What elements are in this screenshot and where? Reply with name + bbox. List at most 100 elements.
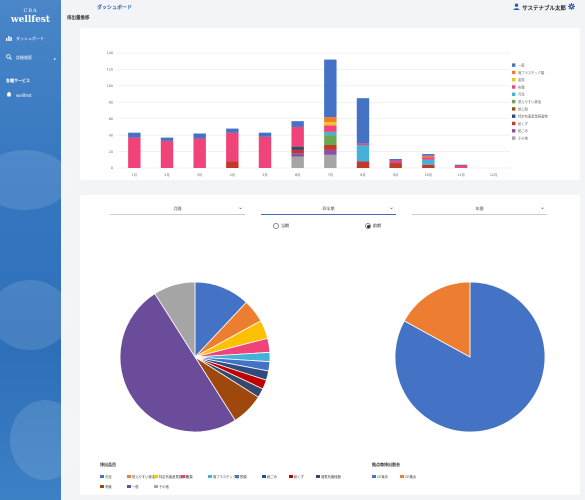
bar-segment[interactable] (160, 140, 174, 168)
radio-circle[interactable] (365, 223, 371, 229)
legend-label: 廃プラスチック類 (518, 70, 545, 75)
bar-segment[interactable] (128, 137, 141, 168)
bar-segment[interactable] (226, 128, 239, 133)
sidebar-item-wellfest[interactable]: wellfest (0, 88, 61, 102)
bar-segment[interactable] (160, 137, 174, 141)
tab-label: 年間 (475, 206, 484, 211)
pie-slice[interactable] (119, 293, 236, 433)
legend-item[interactable]: その他 (154, 484, 169, 489)
legend-item[interactable]: 廃電気機械器 (316, 474, 341, 479)
legend-label: 布類 (518, 84, 525, 89)
legend-swatch (208, 474, 212, 479)
legend-item[interactable]: CE東京 (372, 474, 388, 479)
legend-item[interactable]: 紙ごみ (262, 474, 277, 479)
bar-segment[interactable] (291, 126, 304, 147)
bar-segment[interactable] (324, 135, 337, 145)
pie-slice[interactable] (154, 281, 196, 359)
tab-quarterly[interactable]: 四半期 ⌄ (261, 202, 396, 215)
bar-segment[interactable] (324, 125, 337, 132)
legend-label: 鉄類 (240, 475, 247, 479)
y-tick-label: 100 (107, 84, 113, 88)
bar-segment[interactable] (258, 132, 272, 137)
legend-item[interactable]: 汚泥 (100, 474, 112, 479)
bar-segment[interactable] (422, 159, 435, 165)
bar-segment[interactable] (324, 59, 337, 118)
sidebar-item-search[interactable]: 詳細検索 ▸ (0, 51, 61, 65)
bar-segment[interactable] (324, 149, 337, 155)
bar-segment[interactable] (324, 117, 337, 122)
bar-segment[interactable] (356, 161, 370, 168)
bar-segment[interactable] (324, 154, 337, 168)
x-tick-label: 4月 (230, 173, 235, 177)
y-tick-label: 0 (111, 166, 113, 170)
bar-segment[interactable] (389, 160, 402, 164)
radio-previous-period[interactable]: 前期 (365, 223, 381, 229)
tab-underline (412, 214, 547, 215)
bar-segment[interactable] (324, 122, 337, 126)
brand-logo[interactable]: CBA wellfest (0, 8, 61, 25)
legend-label: 紙ごみ (267, 475, 277, 479)
page-title: ダッシュボード (97, 5, 133, 11)
legend-item[interactable]: 鉄類 (235, 474, 247, 479)
tab-yearly[interactable]: 年間 ⌄ (412, 202, 547, 215)
legend-item[interactable]: 燃えやすい廃油 (127, 474, 155, 479)
bar-segment[interactable] (226, 132, 239, 162)
x-tick-label: 12月 (490, 173, 498, 177)
sidebar-item-label: wellfest (16, 92, 32, 98)
radio-current-period[interactable]: 当期 (273, 223, 289, 229)
legend-label: 一般 (132, 485, 139, 489)
legend-item[interactable]: 一般 (127, 484, 139, 489)
radio-circle[interactable] (273, 223, 279, 229)
legend-label: 燃えやすい廃油 (132, 475, 156, 479)
sidebar-item-dashboard[interactable]: ダッシュボード (0, 32, 61, 46)
legend-swatch (512, 121, 516, 126)
bar-segment[interactable] (454, 164, 468, 166)
legend-label: 有機 (105, 485, 112, 489)
legend-swatch (154, 484, 158, 489)
bar-segment[interactable] (193, 133, 206, 139)
bar-segment[interactable] (389, 158, 402, 161)
bar-segment[interactable] (422, 164, 435, 168)
x-tick-label: 10月 (425, 173, 433, 177)
tab-monthly[interactable]: 月間 ⌄ (110, 202, 245, 215)
x-tick-label: 6月 (295, 173, 300, 177)
x-tick-label: 8月 (360, 173, 365, 177)
legend-item[interactable]: 廃プラスチック類 (208, 474, 239, 479)
legend-label: 特定有害産業廃棄物 (518, 114, 548, 119)
bar-segment[interactable] (258, 136, 272, 168)
user-menu[interactable]: サステナブル太郎 (513, 3, 575, 12)
pie-slice[interactable] (403, 281, 471, 358)
items-pie-chart (119, 281, 271, 433)
sky-decoration (10, 400, 80, 480)
bar-segment[interactable] (324, 131, 337, 136)
bar-segment[interactable] (291, 121, 304, 127)
legend-label: 廃プラスチック類 (213, 475, 240, 479)
bar-segment[interactable] (356, 98, 370, 144)
sidebar-item-label: 詳細検索 (16, 55, 32, 60)
bar-segment[interactable] (422, 154, 435, 156)
bar-segment[interactable] (389, 163, 402, 168)
bar-segment[interactable] (454, 165, 468, 168)
bar-segment[interactable] (291, 156, 304, 169)
y-tick-label: 80 (109, 100, 113, 104)
bar-segment[interactable] (291, 153, 304, 157)
bar-segment[interactable] (291, 146, 304, 150)
legend-item[interactable]: 布類 (181, 474, 193, 479)
bar-segment[interactable] (356, 143, 370, 145)
tab-underline (110, 214, 245, 215)
bar-segment[interactable] (226, 161, 239, 168)
bar-segment[interactable] (193, 138, 206, 168)
bar-segment[interactable] (324, 145, 337, 150)
legend-item[interactable]: CE横浜 (400, 474, 416, 479)
legend-item[interactable]: 特定有害産業廃棄物 (154, 474, 189, 479)
legend-item[interactable]: 有機 (100, 484, 112, 489)
legend-item[interactable]: 紙くず (289, 474, 304, 479)
bar-segment[interactable] (356, 145, 370, 162)
x-tick-label: 7月 (328, 173, 333, 177)
bar-segment[interactable] (128, 132, 141, 138)
bar-segment[interactable] (422, 155, 435, 158)
bar-segment[interactable] (291, 149, 304, 154)
legend-swatch (127, 484, 131, 489)
bar-segment[interactable] (422, 157, 435, 160)
gear-icon[interactable] (568, 3, 575, 12)
